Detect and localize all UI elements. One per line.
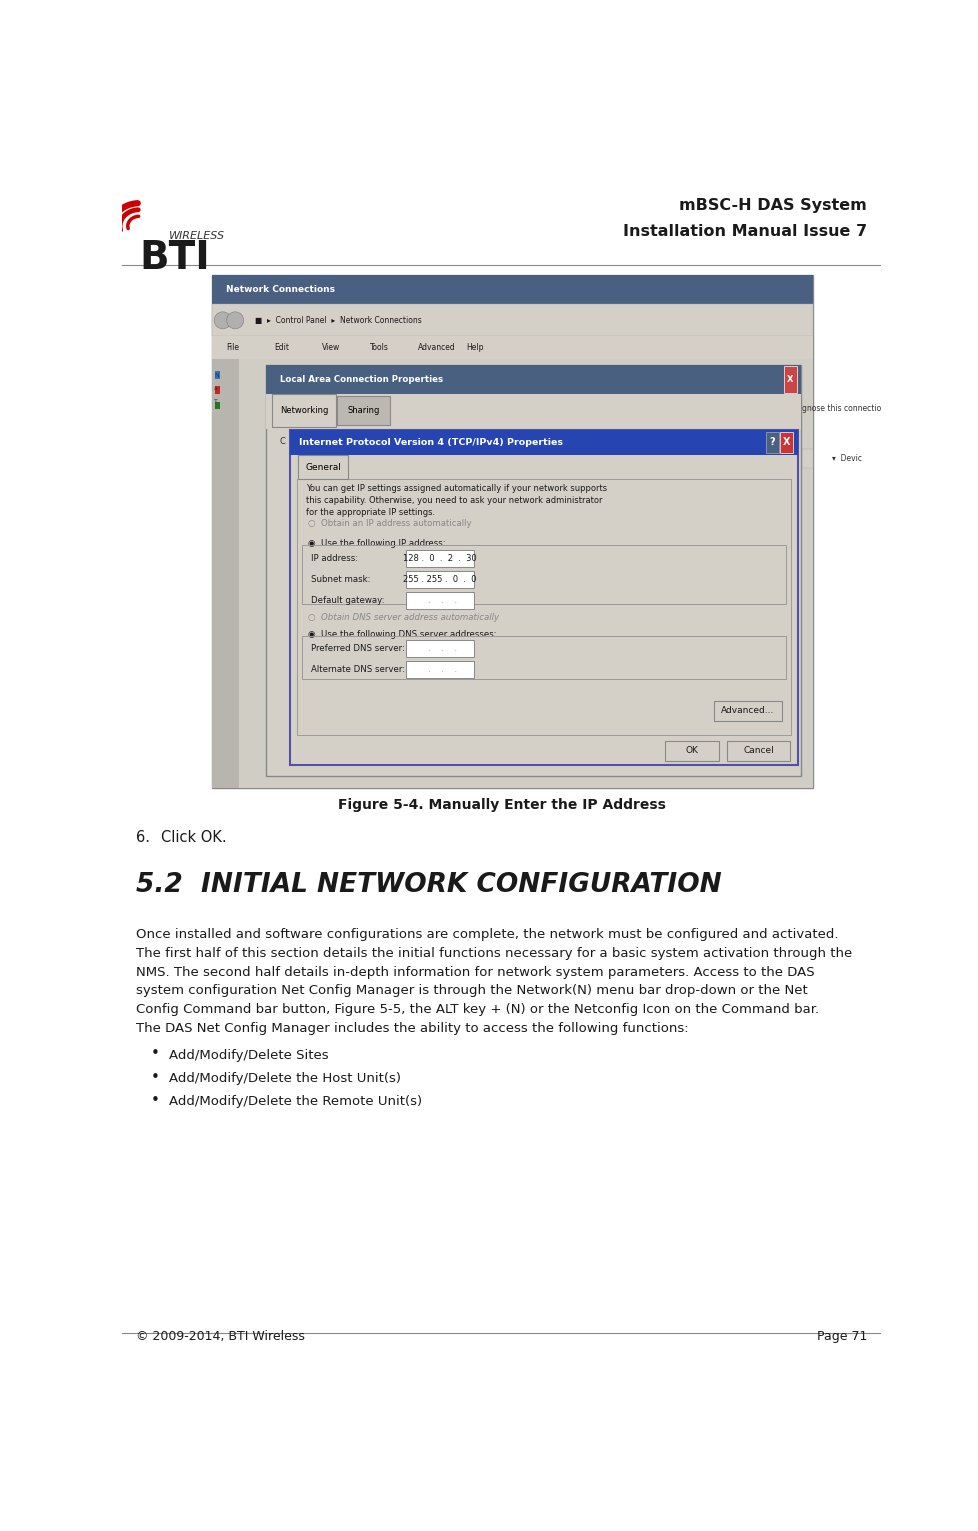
Text: ◉  Use the following IP address:: ◉ Use the following IP address: [307, 539, 445, 548]
Text: Networking: Networking [280, 406, 328, 415]
Text: ■  ▸  Control Panel  ▸  Network Connections: ■ ▸ Control Panel ▸ Network Connections [255, 315, 422, 325]
Text: ▾  Devic: ▾ Devic [831, 455, 861, 464]
Bar [296, 479, 790, 735]
Text: .    .    .: . . . [422, 645, 456, 654]
Text: Tools: Tools [370, 343, 388, 352]
Bar [272, 393, 335, 427]
Text: T: T [214, 400, 218, 404]
Bar [289, 430, 797, 766]
Text: N: N [214, 374, 219, 378]
Text: OK: OK [685, 746, 697, 755]
Text: Preferred DNS server:: Preferred DNS server: [311, 645, 405, 654]
Text: You can get IP settings assigned automatically if your network supports
this cap: You can get IP settings assigned automat… [306, 484, 606, 517]
Text: View: View [322, 343, 340, 352]
Bar [211, 360, 812, 788]
Text: Config Command bar button, Figure 5-5, the ALT key + (N) or the Netconfig Icon o: Config Command bar button, Figure 5-5, t… [136, 1003, 819, 1017]
Text: Add/Modify/Delete the Host Unit(s): Add/Modify/Delete the Host Unit(s) [168, 1072, 400, 1085]
Bar [289, 430, 797, 455]
Text: WIRELESS: WIRELESS [168, 231, 225, 242]
Bar [266, 364, 800, 776]
Text: Add/Modify/Delete the Remote Unit(s): Add/Modify/Delete the Remote Unit(s) [168, 1095, 422, 1108]
Text: mBSC-H DAS System: mBSC-H DAS System [679, 197, 867, 213]
Text: Advanced...: Advanced... [721, 706, 774, 715]
Text: © 2009-2014, BTI Wireless: © 2009-2014, BTI Wireless [136, 1330, 305, 1343]
Text: Help: Help [466, 343, 483, 352]
Text: Figure 5-4. Manually Enter the IP Address: Figure 5-4. Manually Enter the IP Addres… [337, 798, 665, 811]
Bar [301, 545, 785, 603]
Text: 6.: 6. [136, 830, 151, 845]
Circle shape [214, 312, 231, 329]
Circle shape [226, 312, 244, 329]
Text: ◉  Use the following DNS server addresses:: ◉ Use the following DNS server addresses… [307, 631, 496, 638]
Bar [211, 274, 812, 305]
Bar [297, 455, 348, 479]
Text: system configuration Net Config Manager is through the Network(N) menu bar drop-: system configuration Net Config Manager … [136, 984, 807, 997]
Text: The first half of this section details the initial functions necessary for a bas: The first half of this section details t… [136, 946, 852, 960]
Text: ?: ? [769, 438, 775, 447]
Bar [405, 571, 473, 588]
Text: •: • [151, 1070, 159, 1084]
Text: The DAS Net Config Manager includes the ability to access the following function: The DAS Net Config Manager includes the … [136, 1023, 689, 1035]
Text: File: File [226, 343, 239, 352]
Text: Default gateway:: Default gateway: [311, 596, 384, 605]
Text: ○  Obtain DNS server address automatically: ○ Obtain DNS server address automaticall… [307, 614, 499, 622]
Text: General: General [305, 462, 340, 472]
Text: Subnet mask:: Subnet mask: [311, 574, 370, 583]
Text: Add/Modify/Delete Sites: Add/Modify/Delete Sites [168, 1049, 329, 1061]
Text: Installation Manual Issue 7: Installation Manual Issue 7 [622, 224, 867, 239]
Text: Advanced: Advanced [418, 343, 456, 352]
Text: X: X [782, 438, 790, 447]
Bar [211, 274, 812, 788]
Text: Cancel: Cancel [742, 746, 774, 755]
Bar [301, 637, 785, 678]
Bar [211, 360, 239, 788]
Text: BTI: BTI [139, 239, 210, 277]
Text: 5.2  INITIAL NETWORK CONFIGURATION: 5.2 INITIAL NETWORK CONFIGURATION [136, 873, 722, 899]
Bar [779, 432, 792, 453]
Text: .    .    .: . . . [422, 596, 456, 605]
Bar [713, 701, 781, 721]
Text: .    .    .: . . . [422, 664, 456, 674]
Text: Edit: Edit [274, 343, 289, 352]
Text: 255 . 255 .  0  .  0: 255 . 255 . 0 . 0 [403, 574, 476, 583]
Text: gnose this connectio: gnose this connectio [802, 404, 881, 413]
Bar [405, 591, 473, 608]
Text: Once installed and software configurations are complete, the network must be con: Once installed and software configuratio… [136, 928, 838, 942]
Bar [765, 432, 778, 453]
Text: Page 71: Page 71 [816, 1330, 867, 1343]
Text: Internet Protocol Version 4 (TCP/IPv4) Properties: Internet Protocol Version 4 (TCP/IPv4) P… [299, 438, 562, 447]
Bar [266, 393, 800, 429]
Bar [215, 401, 220, 409]
Bar [405, 640, 473, 657]
Text: Alternate DNS server:: Alternate DNS server: [311, 664, 405, 674]
Bar [337, 395, 389, 426]
Bar [211, 305, 812, 337]
Text: •: • [151, 1093, 159, 1107]
Text: Sharing: Sharing [347, 406, 379, 415]
Text: Local Area Connection Properties: Local Area Connection Properties [280, 375, 443, 384]
Bar [802, 449, 812, 468]
Bar [783, 366, 796, 392]
Bar [405, 550, 473, 566]
Text: Click OK.: Click OK. [161, 830, 227, 845]
Text: X: X [786, 375, 793, 384]
Bar [215, 386, 220, 393]
Text: a: a [214, 386, 218, 390]
Text: ○  Obtain an IP address automatically: ○ Obtain an IP address automatically [307, 519, 471, 528]
Bar [266, 364, 800, 393]
Text: NMS. The second half details in-depth information for network system parameters.: NMS. The second half details in-depth in… [136, 966, 814, 978]
Bar [726, 741, 789, 761]
Bar [215, 371, 220, 378]
Bar [211, 337, 812, 360]
Text: IP address:: IP address: [311, 554, 358, 563]
Bar [405, 661, 473, 678]
Bar [664, 741, 718, 761]
Text: •: • [151, 1046, 159, 1061]
Text: Network Connections: Network Connections [226, 285, 334, 294]
Text: C: C [280, 436, 286, 446]
Text: 128 .  0  .  2  .  30: 128 . 0 . 2 . 30 [402, 554, 476, 563]
